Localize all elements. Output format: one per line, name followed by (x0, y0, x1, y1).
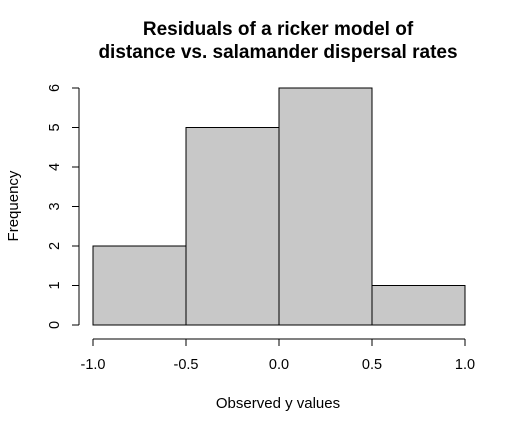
histogram-bar-0 (92, 245, 187, 326)
y-axis: 0 1 2 3 4 5 6 (47, 84, 80, 329)
y-tick-label-3: 3 (47, 202, 63, 210)
y-tick-label-6: 6 (47, 84, 63, 92)
bars-group (92, 87, 466, 326)
x-tick-label-4: 1.0 (455, 357, 475, 373)
x-tick-label-3: 0.5 (362, 357, 382, 373)
x-tick-label-1: -0.5 (174, 357, 199, 373)
y-tick-label-1: 1 (47, 281, 63, 289)
x-axis-label: Observed y values (216, 395, 340, 412)
y-axis-label: Frequency (5, 170, 22, 241)
histogram-bar-1 (185, 127, 280, 326)
y-tick-label-0: 0 (47, 321, 63, 329)
x-axis: -1.0 -0.5 0.0 0.5 1.0 (81, 338, 475, 373)
histogram-bar-2 (278, 87, 373, 326)
x-tick-label-2: 0.0 (269, 357, 289, 373)
chart-title-line-1: Residuals of a ricker model of (143, 19, 414, 40)
histogram-bar-3 (371, 285, 466, 326)
y-tick-label-4: 4 (47, 163, 63, 171)
y-tick-label-2: 2 (47, 242, 63, 250)
y-tick-label-5: 5 (47, 123, 63, 131)
chart-title-line-2: distance vs. salamander dispersal rates (98, 42, 457, 63)
x-tick-label-0: -1.0 (81, 357, 106, 373)
